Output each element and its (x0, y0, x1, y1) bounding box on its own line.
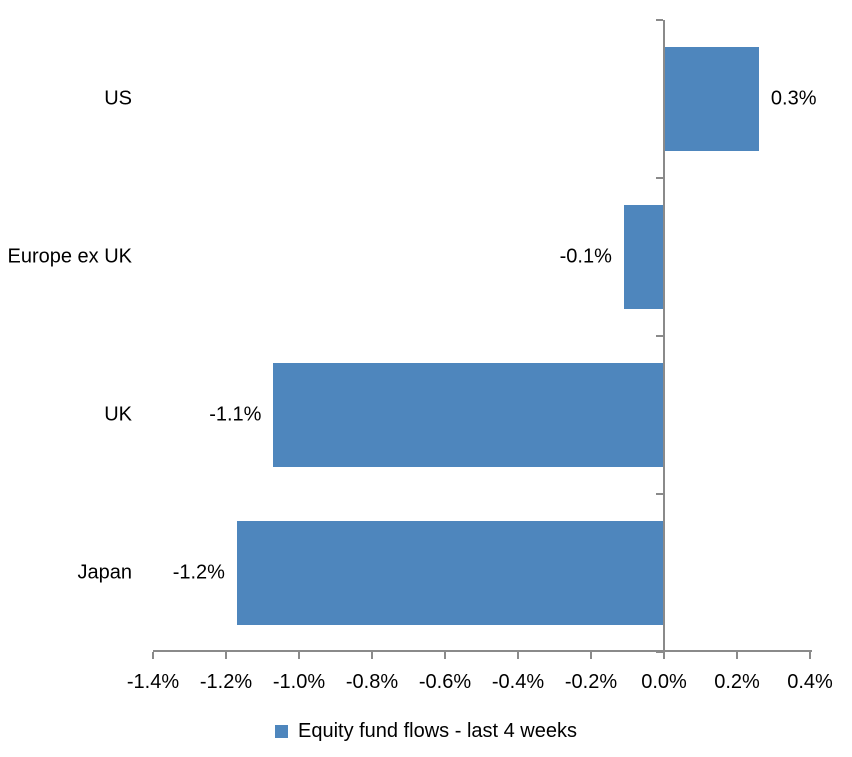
x-axis-tick (152, 652, 154, 659)
x-axis-tick (298, 652, 300, 659)
x-tick-label: -0.8% (345, 671, 399, 693)
bar-europe-ex-uk (623, 205, 664, 309)
value-label-uk: -1.1% (209, 403, 262, 426)
y-axis-line (663, 20, 665, 652)
x-tick-label: 0.0% (641, 671, 687, 693)
x-axis-tick (444, 652, 446, 659)
x-axis-tick (517, 652, 519, 659)
category-label-japan: Japan (77, 561, 133, 584)
x-axis-tick (225, 652, 227, 659)
bar-japan (236, 521, 664, 625)
legend-label: Equity fund flows - last 4 weeks (297, 719, 577, 742)
value-label-us: 0.3% (770, 87, 817, 110)
x-tick-label: -1.4% (126, 671, 180, 693)
x-tick-label: -0.2% (564, 671, 618, 693)
category-label-us: US (104, 87, 132, 110)
bar-uk (273, 363, 664, 467)
y-axis-tick (656, 493, 663, 495)
y-axis-tick (656, 651, 663, 653)
x-axis-tick (371, 652, 373, 659)
x-tick-label: -1.2% (199, 671, 253, 693)
x-tick-label: -0.6% (418, 671, 472, 693)
bar-us (664, 47, 759, 151)
x-axis-tick (736, 652, 738, 659)
x-tick-label: 0.4% (787, 671, 833, 693)
y-axis-tick (656, 177, 663, 179)
category-label-europe-ex-uk: Europe ex UK (7, 245, 132, 268)
value-label-europe-ex-uk: -0.1% (559, 245, 612, 268)
legend-swatch-icon (274, 724, 288, 738)
x-axis-tick (809, 652, 811, 659)
x-tick-label: 0.2% (714, 671, 760, 693)
x-tick-label: -1.0% (272, 671, 326, 693)
value-label-japan: -1.2% (172, 561, 225, 584)
x-tick-label: -0.4% (491, 671, 545, 693)
legend: Equity fund flows - last 4 weeks (0, 716, 852, 746)
y-axis-tick (656, 19, 663, 21)
x-axis-tick (590, 652, 592, 659)
x-axis-tick (663, 652, 665, 659)
x-axis-line (153, 650, 812, 652)
category-label-uk: UK (104, 403, 132, 426)
y-axis-tick (656, 335, 663, 337)
